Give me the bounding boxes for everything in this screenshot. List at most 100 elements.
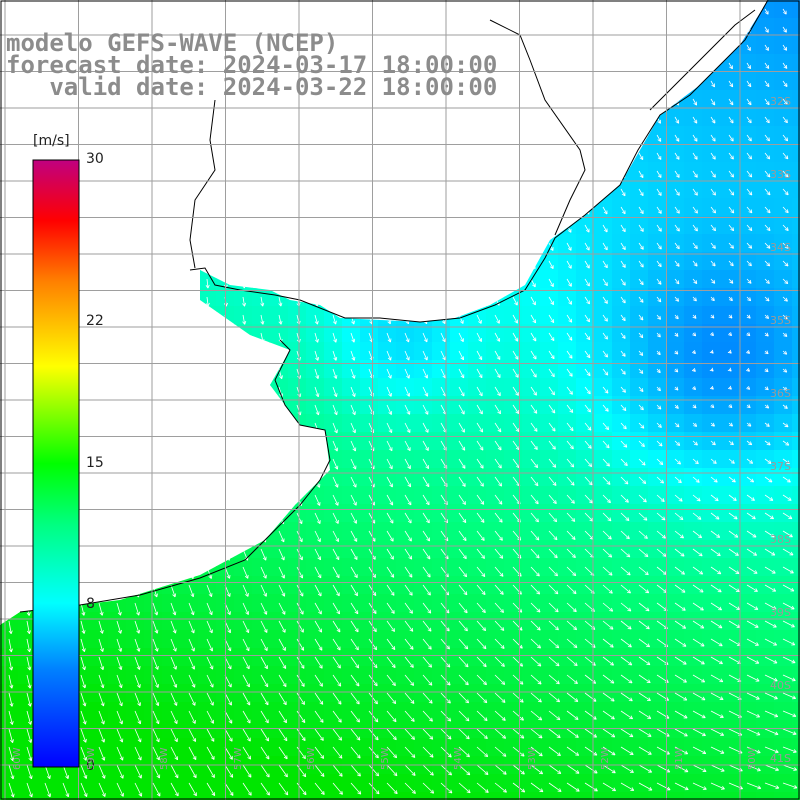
wind-arrow xyxy=(692,26,697,33)
wind-speed-cell xyxy=(90,378,109,397)
wind-speed-cell xyxy=(324,234,343,253)
wind-arrow-head xyxy=(261,412,265,416)
wind-arrow-head xyxy=(6,229,8,234)
wind-arrow-head xyxy=(23,175,26,179)
wind-arrow-head xyxy=(294,11,298,16)
wind-arrow xyxy=(638,62,643,70)
wind-speed-cell xyxy=(594,36,613,55)
wind-speed-cell xyxy=(234,270,253,289)
wind-speed-cell xyxy=(252,180,271,199)
wind-arrow-head xyxy=(531,175,535,179)
wind-arrow-head xyxy=(81,412,84,416)
wind-arrow xyxy=(25,188,28,198)
wind-speed-cell xyxy=(414,18,433,37)
wind-speed-cell xyxy=(792,504,800,523)
wind-arrow xyxy=(133,152,136,161)
wind-arrow xyxy=(206,242,209,252)
wind-speed-cell xyxy=(108,378,127,397)
wind-arrow-head xyxy=(566,121,571,125)
wind-arrow-head xyxy=(352,247,355,252)
wind-speed-cell xyxy=(288,0,307,19)
wind-arrow-head xyxy=(368,248,372,252)
wind-arrow-head xyxy=(79,157,83,161)
wind-arrow-head xyxy=(477,11,480,16)
wind-arrow xyxy=(440,242,445,252)
wind-arrow xyxy=(458,206,463,215)
wind-arrow-head xyxy=(98,266,101,271)
wind-arrow-head xyxy=(550,47,553,52)
wind-speed-cell xyxy=(648,0,667,19)
wind-arrow-head xyxy=(132,157,135,161)
wind-arrow xyxy=(116,206,118,216)
wind-speed-cell xyxy=(324,0,343,19)
wind-arrow-head xyxy=(262,284,265,289)
wind-arrow xyxy=(512,134,516,143)
wind-arrow xyxy=(386,260,391,270)
wind-arrow-head xyxy=(331,139,335,143)
wind-speed-cell xyxy=(252,144,271,163)
wind-arrow xyxy=(242,350,246,361)
wind-arrow-head xyxy=(494,121,498,125)
wind-speed-cell xyxy=(90,540,109,559)
wind-arrow-head xyxy=(388,138,390,143)
wind-arrow-head xyxy=(5,211,8,216)
wind-arrow-head xyxy=(332,285,336,289)
wind-arrow-head xyxy=(60,11,62,15)
wind-arrow xyxy=(296,170,299,179)
wind-speed-cell xyxy=(162,108,181,127)
wind-speed-cell xyxy=(90,234,109,253)
wind-arrow-head xyxy=(153,302,156,307)
wind-arrow-head xyxy=(442,102,444,107)
wind-speed-cell xyxy=(576,162,595,181)
wind-speed-cell xyxy=(792,18,800,37)
wind-arrow-head xyxy=(529,12,533,16)
wind-speed-cell xyxy=(180,180,199,199)
wind-speed-cell xyxy=(396,144,415,163)
wind-speed-cell xyxy=(306,432,325,451)
wind-speed-cell xyxy=(0,180,19,199)
wind-speed-cell xyxy=(108,414,127,433)
wind-arrow-head xyxy=(549,175,553,179)
wind-arrow xyxy=(115,116,118,125)
wind-arrow xyxy=(188,260,191,270)
wind-arrow xyxy=(728,44,733,51)
wind-arrow xyxy=(25,278,28,289)
wind-speed-cell xyxy=(792,396,800,415)
wind-arrow-head xyxy=(152,394,155,398)
wind-arrow-head xyxy=(370,193,373,198)
wind-arrow-head xyxy=(242,157,246,161)
wind-arrow-head xyxy=(79,139,83,143)
wind-arrow-head xyxy=(133,339,137,343)
wind-arrow-head xyxy=(530,103,534,107)
wind-arrow-head xyxy=(331,11,334,16)
wind-arrow xyxy=(386,206,390,216)
wind-arrow xyxy=(476,278,482,288)
wind-arrow xyxy=(386,296,391,306)
wind-arrow-head xyxy=(99,357,102,362)
wind-arrow-head xyxy=(335,302,337,307)
wind-speed-cell xyxy=(792,252,800,271)
wind-arrow xyxy=(296,206,299,216)
wind-arrow-head xyxy=(459,284,463,288)
wind-arrow xyxy=(97,134,100,143)
wind-arrow xyxy=(314,260,318,270)
wind-arrow-head xyxy=(115,121,119,125)
wind-speed-cell xyxy=(0,396,19,415)
wind-arrow-head xyxy=(512,48,516,52)
wind-arrow-head xyxy=(187,248,190,252)
wind-arrow xyxy=(332,152,335,161)
wind-arrow-head xyxy=(114,284,118,289)
wind-arrow-head xyxy=(313,139,317,143)
wind-arrow xyxy=(422,170,426,179)
wind-speed-cell xyxy=(90,414,109,433)
wind-arrow-head xyxy=(6,357,9,362)
wind-arrow-head xyxy=(114,211,117,216)
wind-arrow-head xyxy=(79,412,83,416)
wind-arrow-head xyxy=(96,139,99,143)
wind-arrow-head xyxy=(567,212,571,215)
wind-speed-cell xyxy=(342,180,361,199)
wind-arrow-head xyxy=(459,230,463,234)
wind-arrow-head xyxy=(187,284,191,289)
wind-arrow-head xyxy=(313,194,317,198)
